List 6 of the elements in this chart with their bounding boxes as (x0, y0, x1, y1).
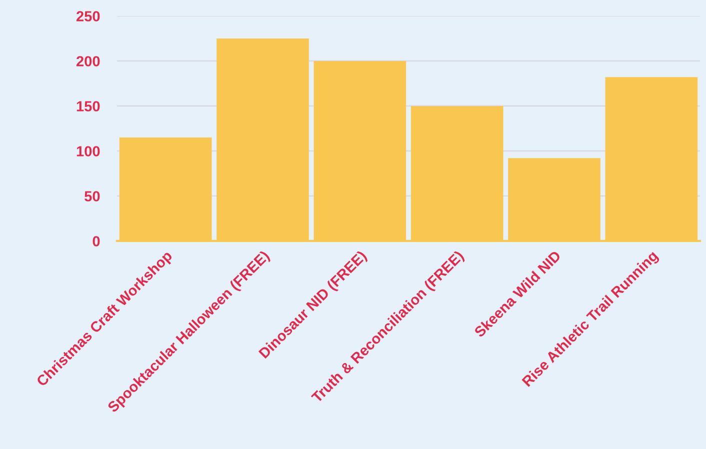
y-tick-label: 250 (76, 11, 100, 22)
y-tick-label: 200 (76, 56, 100, 66)
y-tick-label: 0 (92, 236, 100, 246)
y-tick-label: 100 (76, 146, 100, 156)
y-tick-label: 150 (76, 101, 100, 112)
y-tick-label: 50 (84, 191, 100, 202)
